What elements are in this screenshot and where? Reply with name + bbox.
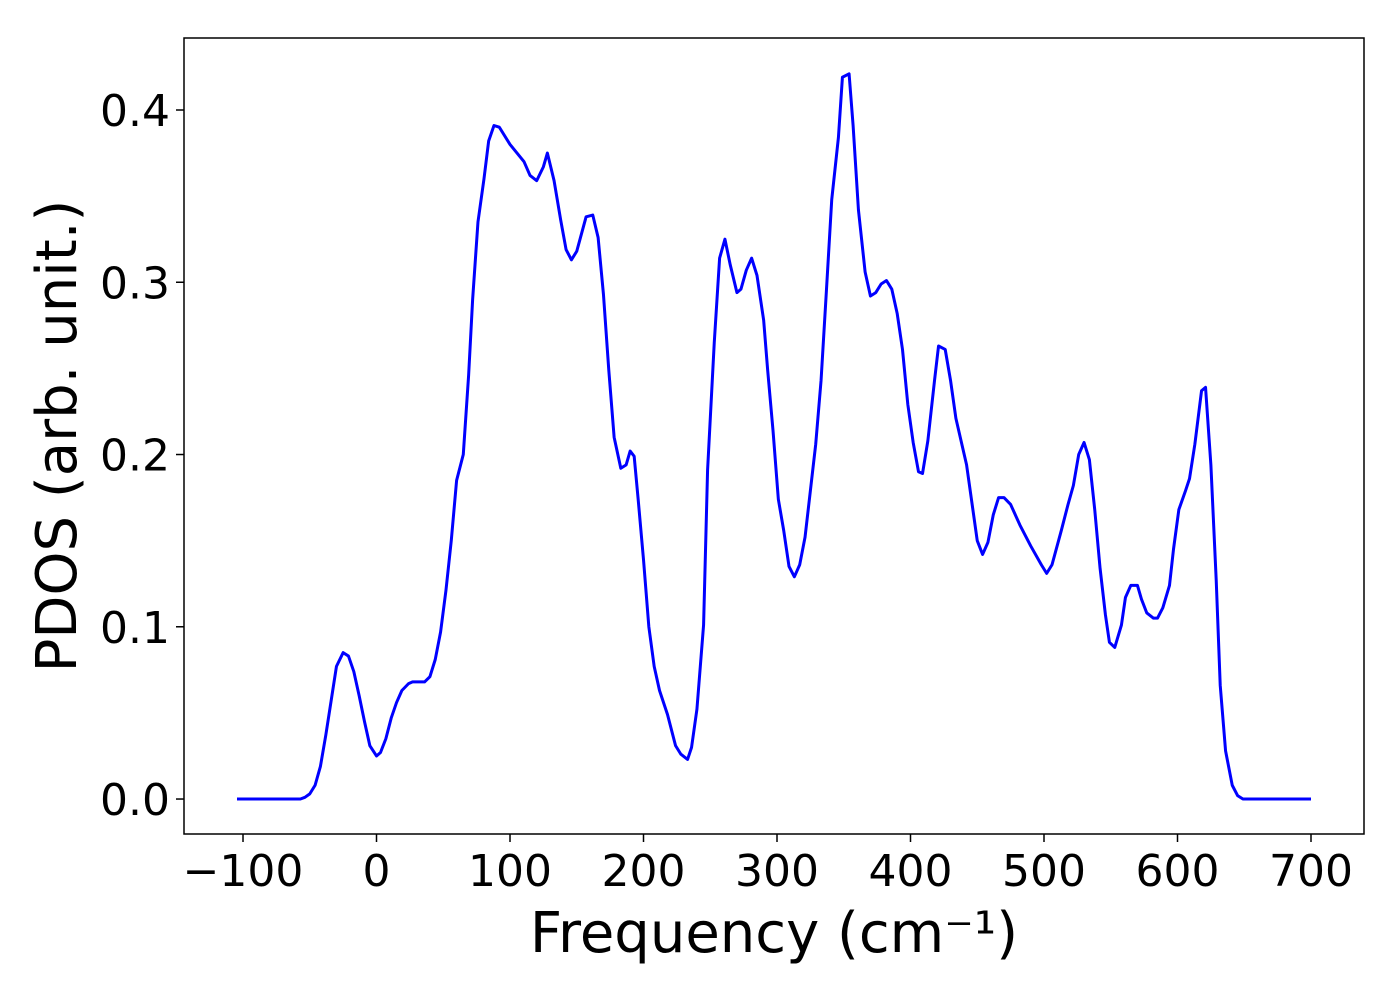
- y-tick-label: 0.0: [100, 775, 170, 826]
- x-tick-label: 100: [468, 846, 552, 897]
- x-tick-label: 500: [1002, 846, 1086, 897]
- x-tick-label: 200: [602, 846, 686, 897]
- y-tick-label: 0.2: [100, 431, 170, 482]
- x-tick-label: 300: [735, 846, 819, 897]
- y-tick-label: 0.3: [100, 258, 170, 309]
- plot-frame: [183, 37, 1365, 835]
- x-tick-label: 600: [1136, 846, 1220, 897]
- y-tick-label: 0.4: [100, 86, 170, 137]
- x-axis-label: Frequency (cm⁻¹): [530, 901, 1018, 966]
- y-axis-label: PDOS (arb. unit.): [25, 200, 90, 673]
- x-tick-label: −100: [183, 846, 304, 897]
- x-tick-label: 0: [363, 846, 391, 897]
- x-tick-label: 700: [1269, 846, 1353, 897]
- data-line: [237, 72, 1311, 801]
- x-tick-label: 400: [869, 846, 953, 897]
- y-tick-label: 0.1: [100, 603, 170, 654]
